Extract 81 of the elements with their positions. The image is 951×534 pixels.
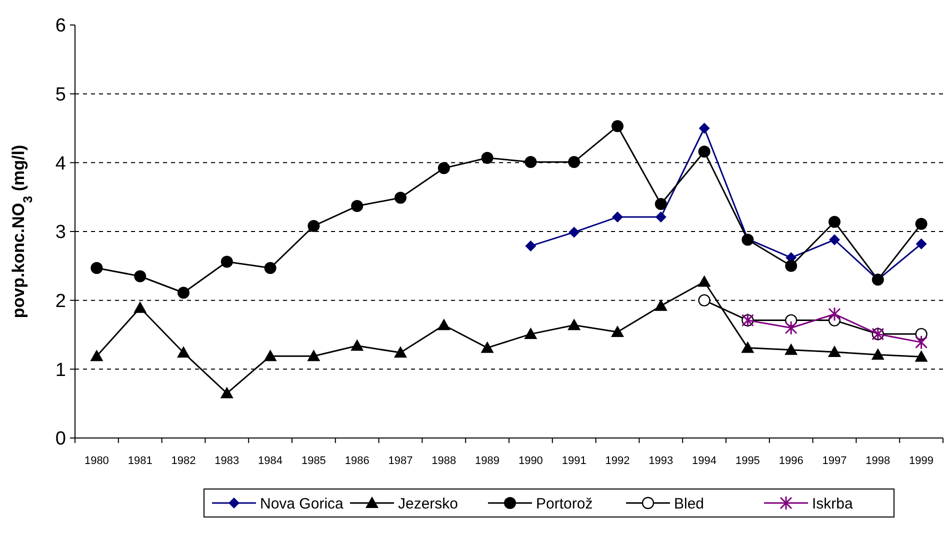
legend-label: Portorož [536, 495, 593, 512]
point [915, 218, 928, 230]
x-tick-label: 1984 [258, 455, 283, 467]
point [828, 345, 841, 357]
point [394, 346, 407, 358]
point [828, 306, 841, 322]
point [480, 341, 494, 353]
y-tick-label: 4 [55, 153, 66, 174]
legend-label: Nova Gorica [260, 495, 344, 512]
point [525, 240, 536, 252]
x-tick-label: 1995 [735, 455, 760, 467]
point [828, 216, 840, 228]
point [655, 212, 666, 223]
point [134, 270, 146, 282]
x-tick-label: 1990 [518, 455, 543, 467]
point [524, 328, 538, 340]
point [698, 146, 710, 158]
point [612, 212, 623, 223]
point [178, 286, 190, 299]
x-tick-label: 1982 [171, 455, 196, 467]
y-tick-label: 5 [55, 84, 66, 106]
x-tick-label: 1996 [778, 455, 804, 467]
x-tick-label: 1981 [128, 455, 152, 467]
point [568, 156, 580, 168]
point [264, 350, 277, 362]
point [741, 341, 754, 353]
legend-label: Bled [674, 495, 704, 512]
point [611, 325, 624, 337]
legend-label: Iskrba [812, 495, 854, 512]
x-tick-label: 1991 [562, 455, 586, 467]
point [915, 335, 928, 350]
point [698, 294, 710, 306]
point [90, 262, 103, 274]
point [916, 238, 927, 250]
x-tick-label: 1997 [822, 455, 847, 467]
x-tick-label: 1993 [648, 455, 674, 467]
point [481, 152, 494, 164]
point [784, 320, 798, 336]
y-tick-label: 3 [55, 222, 66, 244]
point [394, 192, 406, 204]
x-tick-label: 1989 [475, 455, 500, 467]
y-tick-label: 1 [55, 360, 66, 381]
point [568, 318, 581, 330]
x-tick-label: 1980 [84, 455, 109, 467]
point [698, 275, 711, 287]
point [524, 156, 537, 168]
point [612, 120, 624, 132]
point [264, 262, 276, 274]
x-tick-label: 1992 [605, 455, 630, 467]
x-tick-label: 1999 [909, 455, 934, 467]
point [914, 350, 928, 362]
point [438, 162, 450, 174]
x-tick-label: 1986 [344, 455, 370, 467]
point [350, 339, 364, 351]
point [829, 234, 840, 246]
y-tick-label: 2 [55, 290, 66, 312]
point [437, 318, 450, 330]
point [698, 122, 710, 134]
point [568, 226, 580, 238]
x-tick-label: 1983 [214, 455, 240, 467]
point [90, 350, 104, 362]
point [784, 343, 798, 355]
x-tick-label: 1985 [301, 455, 326, 467]
point [134, 301, 147, 313]
legend-label: Jezersko [398, 495, 458, 512]
point [307, 350, 320, 362]
point [785, 260, 798, 272]
point [351, 200, 364, 212]
y-tick-label: 6 [55, 16, 66, 37]
point [220, 386, 234, 398]
x-tick-label: 1994 [692, 455, 717, 467]
point [654, 198, 667, 210]
point [177, 346, 190, 358]
x-tick-label: 1987 [388, 455, 413, 467]
x-tick-label: 1988 [432, 455, 456, 467]
point [308, 220, 320, 232]
point [220, 256, 233, 268]
point [654, 299, 668, 311]
y-tick-label: 0 [55, 428, 66, 450]
point [871, 348, 884, 360]
x-tick-label: 1998 [866, 455, 890, 467]
